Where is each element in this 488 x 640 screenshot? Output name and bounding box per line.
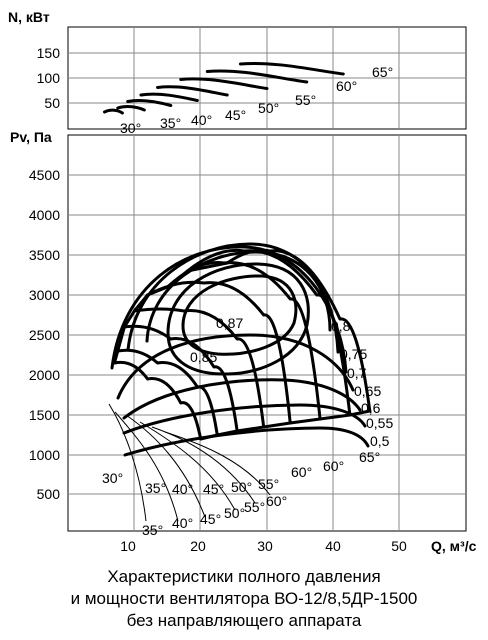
blade-angle-label: 60°: [266, 493, 287, 509]
leader-lines: [108, 403, 271, 522]
blade-angle-label: 60°: [323, 458, 344, 474]
pressure-ytick-label: 4500: [29, 167, 60, 183]
power-curves: [102, 61, 345, 115]
power-angle-label: 60°: [336, 78, 357, 94]
efficiency-label: 0,65: [354, 383, 381, 399]
pressure-curve-45: [132, 307, 266, 429]
figure-caption: Характеристики полного давления и мощнос…: [0, 566, 488, 632]
blade-angle-label: 65°: [359, 449, 380, 465]
power-curve-50: [156, 85, 229, 97]
power-curve-45: [139, 92, 199, 102]
efficiency-label: 0,87: [216, 315, 243, 331]
xtick-label: 20: [190, 538, 206, 554]
efficiency-contours: [110, 242, 370, 457]
efficiency-label: 0,7: [347, 365, 367, 381]
power-ytick-label: 100: [37, 70, 61, 86]
power-curve-30: [102, 108, 124, 115]
pressure-ytick-label: 4000: [29, 207, 60, 223]
power-angle-label: 35°: [160, 115, 181, 131]
pressure-curve-50: [146, 280, 292, 425]
pressure-ytick-label: 1500: [29, 407, 60, 423]
efficiency-contour-05: [123, 426, 370, 457]
blade-angle-label: 40°: [172, 515, 193, 531]
blade-angle-label: 30°: [102, 470, 123, 486]
caption-line: без направляющего аппарата: [126, 611, 362, 630]
xtick-label: 50: [391, 538, 407, 554]
blade-angle-label: 35°: [145, 480, 166, 496]
pressure-chart: Pv, Па 4500 4000 3500 3000 2500 2000 150…: [10, 129, 477, 554]
pressure-curve-60: [185, 248, 352, 417]
blade-angle-label: 55°: [244, 499, 265, 515]
power-y-axis-title: N, кВт: [8, 9, 50, 25]
caption-line: и мощности вентилятора ВО-12/8,5ДР-1500: [70, 589, 418, 608]
pressure-ytick-label: 2500: [29, 327, 60, 343]
power-ytick-label: 50: [44, 95, 60, 111]
efficiency-label: 0,8: [331, 318, 351, 334]
xtick-label: 10: [120, 538, 136, 554]
leader-line: [108, 403, 147, 522]
efficiency-contour-06: [122, 378, 362, 420]
pressure-ytick-label: 3500: [29, 247, 60, 263]
efficiency-label: 0,55: [366, 415, 393, 431]
pressure-curve-30: [112, 360, 203, 441]
pressure-curve-40: [122, 324, 239, 433]
caption-line: Характеристики полного давления: [107, 567, 381, 586]
pressure-curve-55: [166, 261, 322, 421]
leader-line: [125, 414, 206, 518]
leader-line: [114, 411, 179, 522]
efficiency-label: 0,6: [361, 400, 381, 416]
power-curve-65: [238, 61, 345, 76]
pressure-ytick-label: 2000: [29, 367, 60, 383]
pressure-curve-65: [225, 248, 372, 413]
power-angle-label: 65°: [372, 64, 393, 80]
surge-boundary: [112, 261, 229, 365]
blade-angle-label: 50°: [224, 505, 245, 521]
power-ytick-label: 150: [37, 45, 61, 61]
power-curve-35: [116, 105, 146, 112]
leader-line: [151, 426, 256, 504]
pressure-ytick-label: 3000: [29, 287, 60, 303]
power-angle-label: 50°: [258, 100, 279, 116]
pressure-curves: [112, 248, 372, 441]
operating-limit-boundary: [199, 409, 372, 441]
leader-line: [164, 431, 271, 496]
power-angle-label: 30°: [120, 120, 141, 136]
efficiency-label: 0,5: [370, 433, 390, 449]
pressure-ytick-label: 1000: [29, 447, 60, 463]
blade-angle-label: 55°: [258, 476, 279, 492]
blade-angle-label: 50°: [231, 479, 252, 495]
blade-angle-label: 35°: [142, 522, 163, 538]
pressure-curve-35: [116, 348, 219, 437]
efficiency-label: 0,85: [190, 349, 217, 365]
power-angle-label: 55°: [295, 92, 316, 108]
power-chart: N, кВт 150 100 50 30° 35° 40° 45° 50° 55…: [8, 9, 467, 136]
power-angle-label: 40°: [191, 112, 212, 128]
power-curve-60: [205, 69, 309, 84]
blade-angle-label: 40°: [172, 481, 193, 497]
pressure-ytick-label: 500: [37, 486, 61, 502]
xtick-label: 30: [257, 538, 273, 554]
pressure-y-axis-title: Pv, Па: [10, 129, 52, 145]
pressure-x-axis-title: Q, м³/с: [431, 538, 477, 554]
blade-angle-label: 45°: [200, 511, 221, 527]
pressure-y-tick-labels: 4500 4000 3500 3000 2500 2000 1500 1000 …: [29, 167, 60, 502]
xtick-label: 40: [325, 538, 341, 554]
power-curve-55: [179, 77, 269, 90]
power-angle-label: 45°: [225, 107, 246, 123]
efficiency-contour-065: [116, 333, 355, 400]
pressure-vertical-grid: [133, 135, 400, 531]
leader-line: [139, 421, 236, 511]
blade-angle-label: 45°: [203, 481, 224, 497]
pressure-x-tick-labels: 10 20 30 40 50: [120, 538, 407, 554]
power-curve-40: [126, 98, 173, 107]
blade-angle-label: 60°: [291, 464, 312, 480]
efficiency-label: 0,75: [340, 346, 367, 362]
